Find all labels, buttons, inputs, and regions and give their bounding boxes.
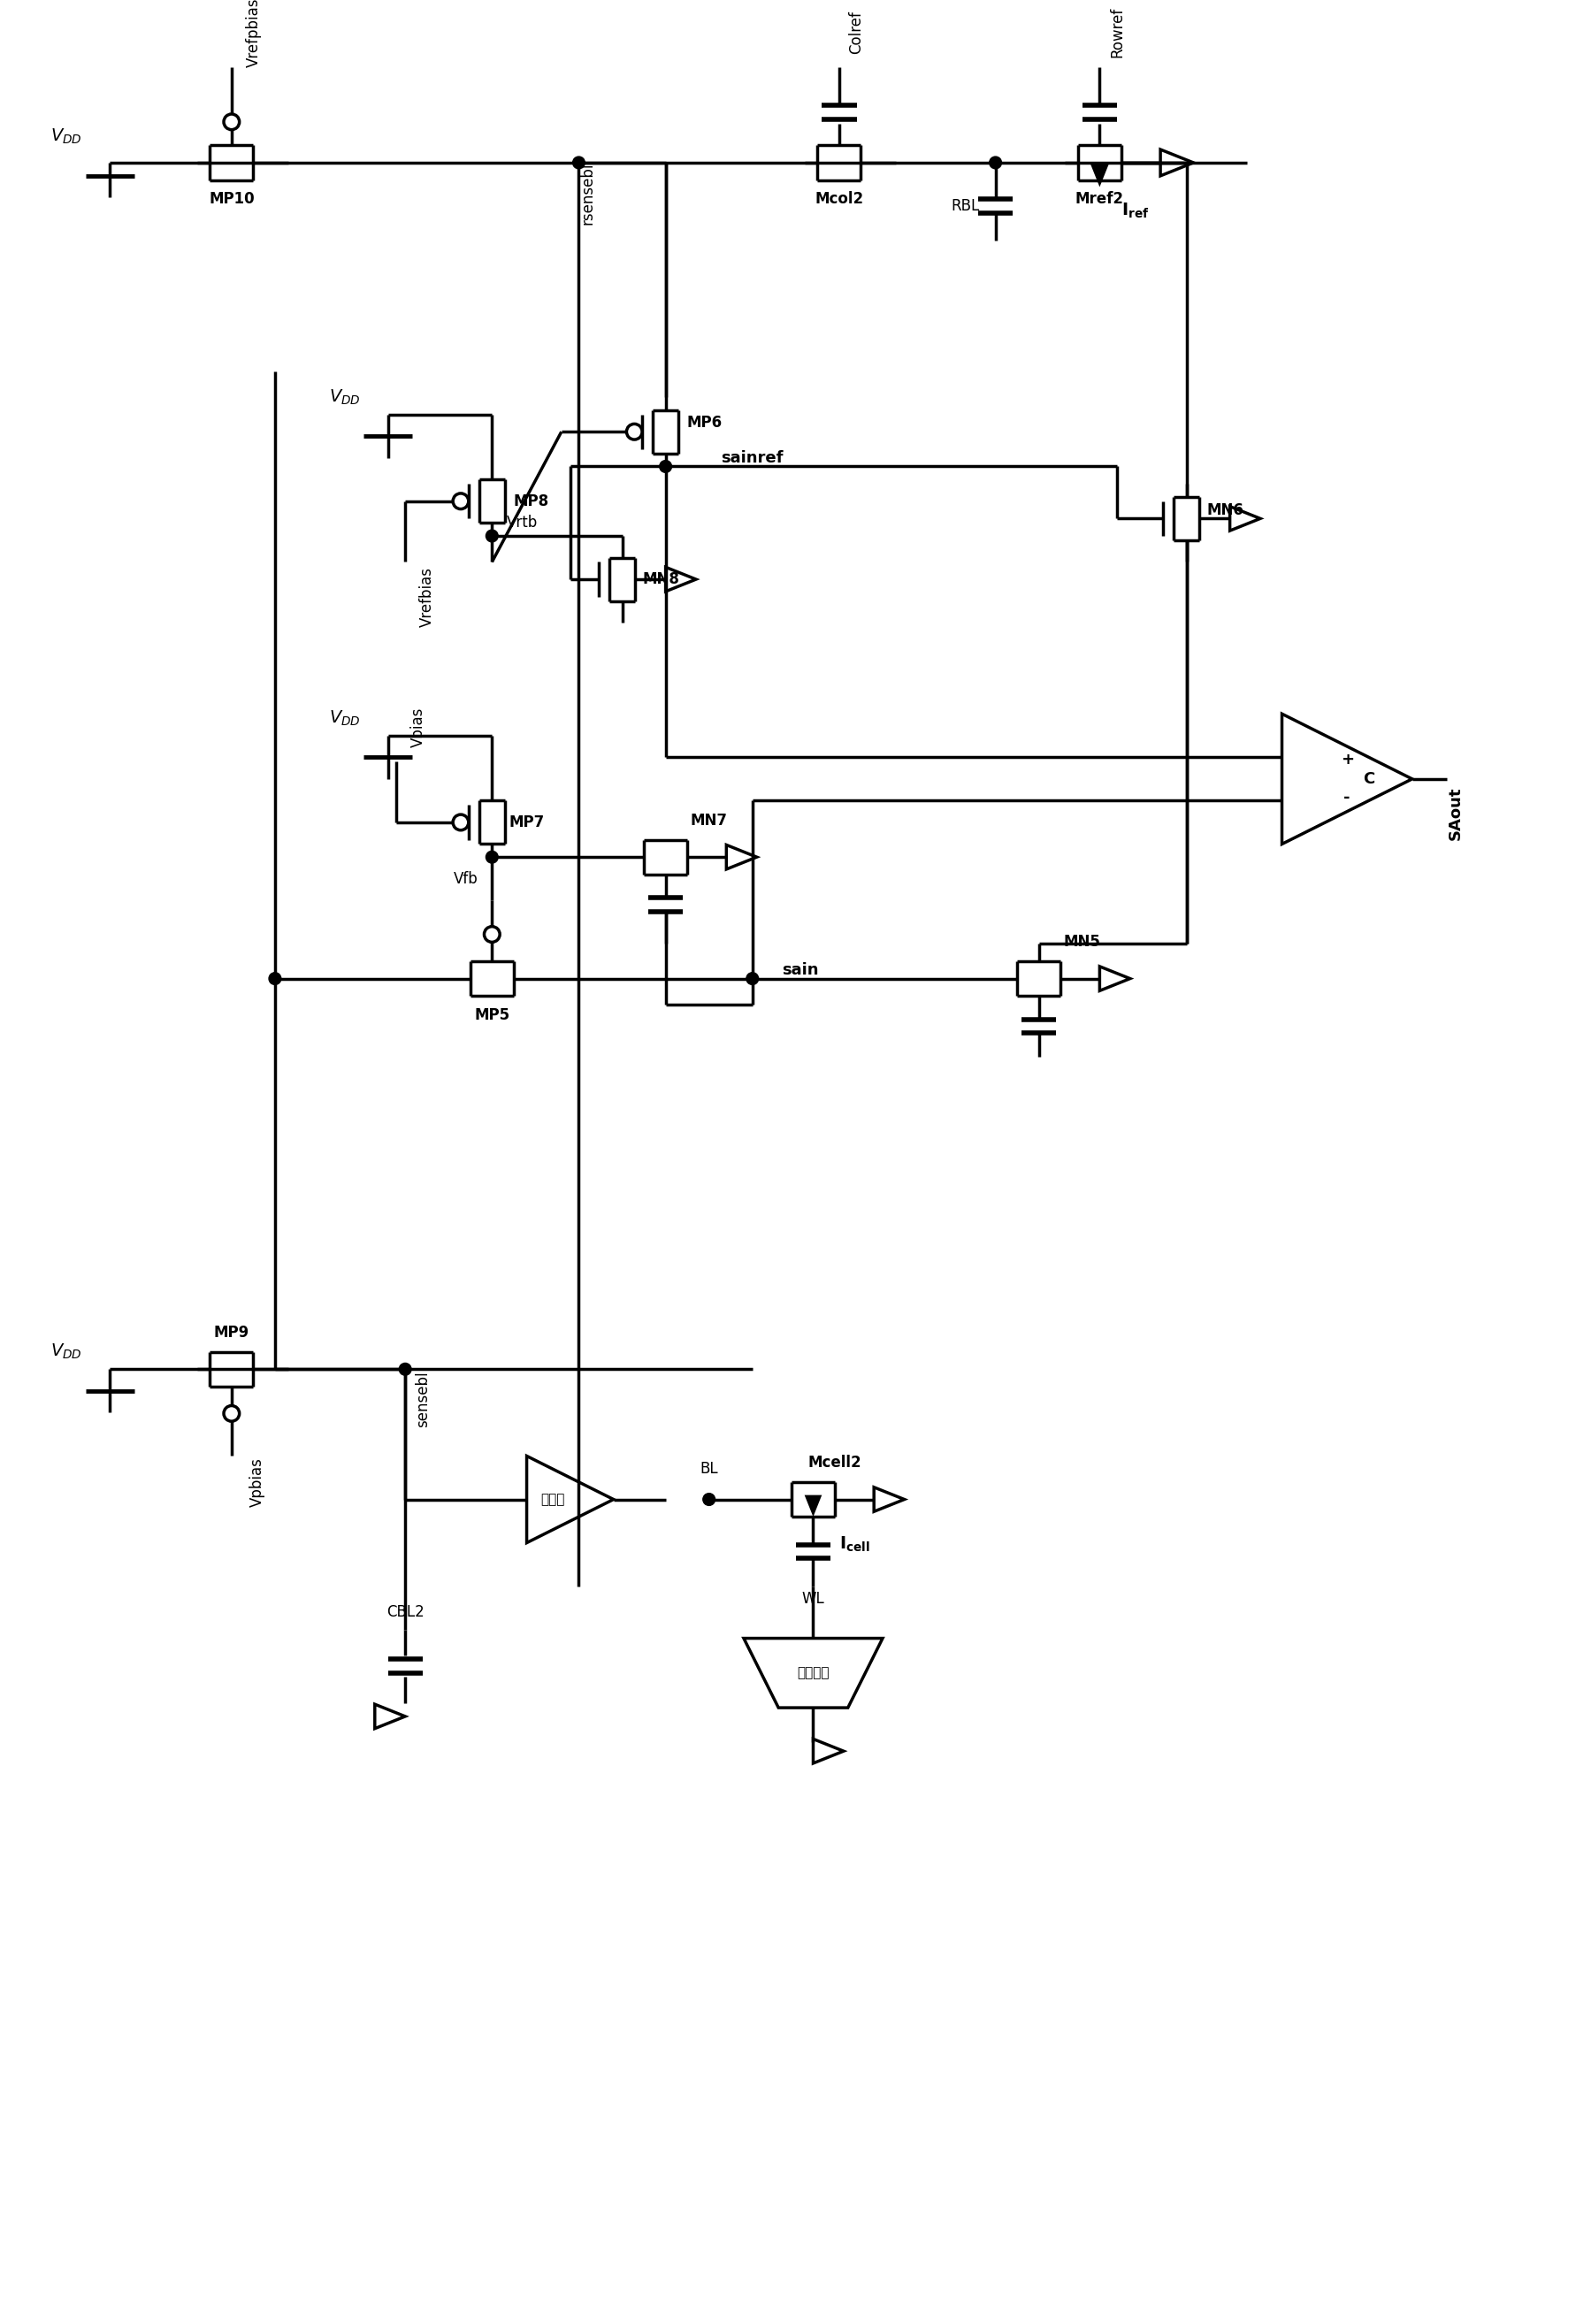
- Text: Vrefpbias: Vrefpbias: [246, 0, 262, 67]
- Text: BL: BL: [700, 1462, 717, 1478]
- Text: Vrefbias: Vrefbias: [419, 567, 435, 627]
- Text: $V_{DD}$: $V_{DD}$: [328, 709, 359, 727]
- Text: MN7: MN7: [690, 813, 727, 830]
- Text: MP9: MP9: [214, 1325, 249, 1341]
- Circle shape: [745, 971, 758, 985]
- Circle shape: [485, 530, 498, 541]
- Text: SAout: SAout: [1447, 788, 1463, 841]
- Circle shape: [399, 1364, 411, 1376]
- Text: Rowref: Rowref: [1108, 7, 1124, 58]
- Text: MP6: MP6: [687, 416, 722, 430]
- Text: Vpbias: Vpbias: [249, 1457, 265, 1506]
- Text: Vbias: Vbias: [410, 706, 426, 746]
- Text: C: C: [1362, 772, 1374, 788]
- Text: Mref2: Mref2: [1075, 191, 1124, 207]
- Circle shape: [572, 156, 585, 170]
- Text: $V_{DD}$: $V_{DD}$: [328, 388, 359, 407]
- Text: MP10: MP10: [208, 191, 254, 207]
- Text: Mcell2: Mcell2: [807, 1455, 860, 1471]
- Polygon shape: [804, 1494, 821, 1518]
- Text: +: +: [1340, 753, 1352, 767]
- Text: sain: sain: [782, 962, 818, 978]
- Text: MN8: MN8: [643, 572, 679, 588]
- Text: Vfb: Vfb: [454, 872, 478, 888]
- Text: MP5: MP5: [474, 1006, 509, 1023]
- Text: MP7: MP7: [509, 813, 544, 830]
- Polygon shape: [1089, 163, 1110, 186]
- Text: $V_{DD}$: $V_{DD}$: [50, 1343, 82, 1362]
- Text: Mcol2: Mcol2: [815, 191, 864, 207]
- Text: Colref: Colref: [848, 12, 864, 53]
- Text: sainref: sainref: [720, 451, 783, 465]
- Text: 列译码: 列译码: [541, 1492, 564, 1506]
- Circle shape: [659, 460, 671, 472]
- Text: RBL: RBL: [950, 198, 979, 214]
- Text: $V_{DD}$: $V_{DD}$: [50, 128, 82, 146]
- Circle shape: [485, 851, 498, 862]
- Text: Vrtb: Vrtb: [506, 516, 537, 530]
- Circle shape: [703, 1494, 714, 1506]
- Text: sensebl: sensebl: [414, 1371, 430, 1427]
- Text: -: -: [1343, 790, 1349, 806]
- Text: $\mathbf{I_{cell}}$: $\mathbf{I_{cell}}$: [838, 1536, 870, 1555]
- Text: $\mathbf{I_{ref}}$: $\mathbf{I_{ref}}$: [1121, 200, 1149, 221]
- Text: CBL2: CBL2: [386, 1604, 424, 1620]
- Text: 行译码器: 行译码器: [796, 1666, 829, 1680]
- Text: WL: WL: [801, 1592, 824, 1608]
- Text: MP8: MP8: [514, 493, 548, 509]
- Circle shape: [269, 971, 281, 985]
- Text: rsensebl: rsensebl: [580, 163, 596, 223]
- Text: MN6: MN6: [1206, 502, 1243, 518]
- Circle shape: [988, 156, 1001, 170]
- Text: MN5: MN5: [1064, 934, 1100, 951]
